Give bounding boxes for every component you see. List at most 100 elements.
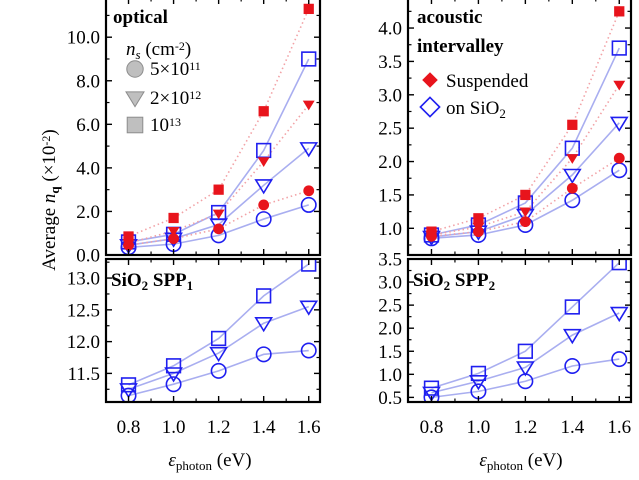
y-tick-label: 2.5 [378, 119, 402, 140]
x-axis-label-right: εphoton (eV) [479, 450, 562, 473]
series-line-suspended-circle [128, 189, 309, 246]
y-tick-label: 3.0 [378, 85, 402, 106]
y-tick-label: 11.5 [67, 364, 100, 385]
legend-entry-sio2: on SiO2 [446, 98, 506, 121]
legend-entry-circle: 5×1011 [150, 59, 201, 80]
panel-title: SiO2 SPP1 [111, 270, 193, 293]
series-line-sio2-triangle [128, 305, 310, 391]
data-point-sio2-square [210, 204, 227, 221]
data-point-sio2-circle [423, 389, 440, 402]
y-tick-label: 2.0 [76, 202, 100, 223]
data-point-sio2-square [301, 259, 317, 272]
plot-area [422, 6, 629, 247]
data-point-suspended-square [614, 6, 625, 17]
panel-title: acoustic [417, 7, 482, 28]
x-tick-label: 1.0 [162, 417, 186, 438]
data-point-suspended-triangle [212, 209, 225, 220]
y-tick-label: 6.0 [76, 115, 100, 136]
data-point-sio2-circle [165, 376, 182, 393]
y-tick-label: 8.0 [76, 71, 100, 92]
data-point-sio2-triangle [469, 375, 488, 391]
y-tick-label: 1.0 [378, 219, 402, 240]
legend-entry-triangle: 2×1012 [150, 88, 201, 109]
legend-entry-suspended: Suspended [446, 71, 529, 92]
y-tick-label: 4.0 [378, 19, 402, 40]
data-point-suspended-triangle [302, 100, 315, 111]
x-axis-label-left: εphoton (eV) [168, 450, 251, 473]
data-point-sio2-circle [210, 362, 227, 379]
y-tick-label: 0.0 [76, 246, 100, 267]
y-tick-label: 2.5 [378, 296, 402, 317]
y-tick-label: 3.5 [378, 250, 402, 271]
y-tick-label: 2.0 [378, 152, 402, 173]
plot-area [422, 259, 629, 402]
legend-ns-title: ns (cm-2) [126, 39, 191, 62]
data-point-sio2-triangle [562, 168, 582, 184]
data-point-sio2-circle [564, 358, 581, 375]
data-point-suspended-triangle [566, 154, 579, 164]
legend-marker-square [126, 116, 144, 134]
data-point-sio2-triangle [209, 346, 228, 363]
y-tick-label: 13.0 [67, 269, 100, 290]
x-tick-label: 1.4 [560, 417, 584, 438]
data-point-sio2-triangle [516, 361, 535, 377]
series-line-sio2-square [128, 263, 310, 386]
data-point-suspended-circle [303, 185, 315, 197]
axes-frame [104, 0, 322, 257]
data-point-suspended-circle [566, 182, 578, 194]
axes-frame [104, 257, 322, 404]
plot-area [119, 3, 319, 255]
data-point-suspended-circle [519, 216, 531, 228]
data-point-sio2-square [423, 380, 440, 396]
data-point-sio2-square [611, 259, 627, 271]
data-point-sio2-triangle [164, 367, 183, 383]
data-point-suspended-triangle [519, 207, 532, 218]
y-tick-label: 2.0 [378, 319, 402, 340]
y-tick-label: 0.5 [378, 388, 402, 409]
y-tick-label: 1.5 [378, 342, 402, 363]
data-point-suspended-square [426, 226, 437, 237]
series-line-sio2-circle [128, 204, 309, 249]
series-line-suspended-triangle [431, 84, 620, 236]
data-point-sio2-square [470, 365, 487, 382]
data-point-sio2-triangle [609, 306, 629, 323]
panel-1: 0.0 2.0 4.0 6.0 8.0 10.0 optical [67, 0, 322, 267]
x-tick-label: 1.2 [207, 417, 231, 438]
panel-title: SiO2 SPP2 [413, 270, 495, 293]
data-point-sio2-triangle [119, 383, 138, 399]
data-point-sio2-triangle [254, 179, 274, 195]
data-point-suspended-triangle [472, 222, 485, 233]
data-point-sio2-circle [300, 196, 317, 213]
data-point-suspended-triangle [613, 80, 626, 91]
x-tick-label: 1.0 [467, 417, 491, 438]
data-point-sio2-triangle [299, 142, 319, 158]
data-point-suspended-square [213, 184, 224, 195]
data-point-suspended-circle [258, 199, 270, 211]
data-point-sio2-circle [300, 342, 317, 359]
data-point-sio2-triangle [422, 386, 441, 402]
legend-ns: ns (cm-2)5×1011 2×1012 1013 [125, 39, 201, 136]
plot-area [119, 259, 319, 402]
y-tick-label: 3.0 [378, 273, 402, 294]
series-line-sio2-square [431, 47, 620, 236]
x-tick-label: 1.6 [297, 417, 321, 438]
series-line-sio2-circle [431, 169, 620, 240]
x-tick-label: 1.4 [252, 417, 276, 438]
y-tick-label: 4.0 [76, 158, 100, 179]
panel-title: optical [113, 7, 168, 28]
data-point-suspended-triangle [167, 226, 180, 237]
y-tick-label: 12.0 [67, 332, 100, 353]
data-point-sio2-square [564, 299, 580, 315]
x-tick-label: 0.8 [420, 417, 444, 438]
data-point-sio2-square [517, 343, 534, 359]
y-tick-label: 1.5 [378, 185, 402, 206]
data-point-suspended-square [123, 231, 134, 242]
x-tick-label: 0.8 [117, 417, 141, 438]
data-point-sio2-circle [255, 211, 272, 228]
data-point-sio2-circle [611, 351, 628, 368]
data-point-suspended-square [303, 3, 314, 15]
series-line-suspended-square [431, 11, 621, 233]
data-point-sio2-square [165, 358, 182, 374]
data-point-suspended-square [473, 213, 484, 224]
